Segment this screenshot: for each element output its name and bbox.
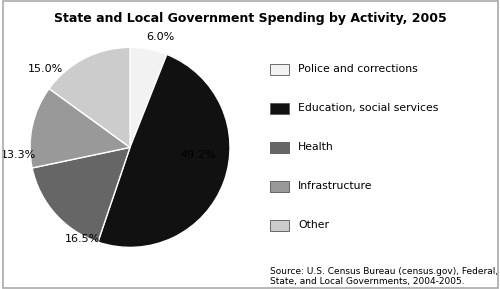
Text: Infrastructure: Infrastructure bbox=[298, 181, 372, 191]
Text: Source: U.S. Census Bureau (census.gov), Federal,
State, and Local Governments, : Source: U.S. Census Bureau (census.gov),… bbox=[270, 267, 498, 286]
Text: 6.0%: 6.0% bbox=[146, 32, 174, 42]
Wedge shape bbox=[32, 147, 130, 242]
Wedge shape bbox=[130, 47, 167, 147]
Text: 13.3%: 13.3% bbox=[0, 150, 35, 160]
Text: Health: Health bbox=[298, 142, 334, 152]
Text: 15.0%: 15.0% bbox=[28, 64, 62, 74]
Wedge shape bbox=[98, 54, 230, 247]
Text: State and Local Government Spending by Activity, 2005: State and Local Government Spending by A… bbox=[54, 12, 446, 25]
Text: Police and corrections: Police and corrections bbox=[298, 64, 418, 74]
Text: 49.2%: 49.2% bbox=[180, 150, 216, 160]
Text: Other: Other bbox=[298, 221, 329, 230]
Wedge shape bbox=[49, 47, 130, 147]
Text: Education, social services: Education, social services bbox=[298, 103, 438, 113]
Text: 16.5%: 16.5% bbox=[64, 234, 100, 244]
Wedge shape bbox=[30, 89, 130, 168]
